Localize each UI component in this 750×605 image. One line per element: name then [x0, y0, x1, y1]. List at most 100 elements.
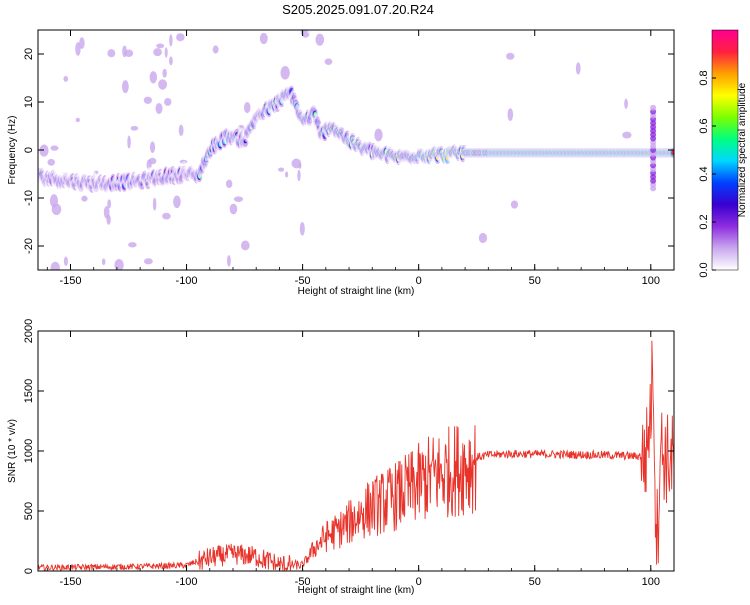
- spectrogram-noise-blob: [594, 119, 603, 132]
- spectrogram-noise-blob: [139, 219, 149, 227]
- spectrogram-y-tick-label: 20: [23, 48, 35, 60]
- spectrogram-noise-blob: [241, 240, 250, 251]
- spectrogram-noise-blob: [80, 222, 85, 235]
- spectrogram-noise-blob: [82, 156, 88, 169]
- spectrogram-noise-blob: [185, 247, 195, 255]
- spectrogram-noise-blob: [208, 80, 213, 90]
- spectrogram-noise-blob: [95, 235, 104, 247]
- spectrogram-noise-blob: [75, 42, 81, 56]
- spectrogram-noise-blob: [149, 71, 158, 84]
- spectrogram-noise-blob: [601, 267, 609, 270]
- spectrogram-noise-blob: [300, 70, 308, 84]
- spectrogram-x-tick-label: 0: [416, 275, 422, 287]
- spectrogram-noise-blob: [330, 41, 336, 56]
- spectrogram-noise-blob: [71, 244, 78, 257]
- spectrogram-noise-blob: [259, 32, 268, 45]
- snr-y-tick-label: 0: [23, 568, 35, 574]
- spectrogram-noise-blob: [175, 216, 184, 225]
- colorbar: 0.0 0.2 0.4 0.6 0.8 Normalized spectral ampl…: [698, 29, 748, 278]
- spectrogram-noise-blob: [153, 48, 162, 57]
- spectrogram-noise-blob: [156, 43, 165, 49]
- snr-x-tick-label: 0: [416, 576, 422, 588]
- spectrogram-noise-blob: [124, 49, 134, 57]
- spectrogram-x-tick-label: -50: [295, 275, 311, 287]
- spectrogram-noise-blob: [180, 40, 184, 53]
- snr-layer: [38, 340, 674, 571]
- spectrogram-noise-blob: [295, 84, 304, 95]
- spectrogram-noise-blob: [39, 144, 49, 157]
- spectrogram-noise-blob: [98, 33, 103, 44]
- spectrogram-noise-blob: [61, 232, 69, 237]
- spectrogram-noise-blob: [302, 249, 312, 254]
- spectrogram-noise-blob: [575, 62, 581, 75]
- spectrogram-noise-blob: [127, 135, 131, 149]
- spectrogram-noise-blob: [176, 33, 185, 42]
- snr-y-tick-label: 500: [23, 502, 35, 520]
- spectrogram-noise-blob: [212, 244, 217, 252]
- spectrogram-ridge-core: [671, 150, 674, 156]
- spectrogram-noise-blob: [49, 222, 54, 232]
- spectrogram-noise-blob: [121, 80, 129, 94]
- spectrogram-noise-blob: [63, 75, 69, 82]
- spectrogram-noise-blob: [622, 131, 632, 139]
- spectrogram-noise-blob: [197, 239, 208, 249]
- spectrogram-noise-blob: [143, 49, 151, 60]
- spectrogram-noise-blob: [202, 120, 212, 128]
- spectrogram-noise-blob: [251, 181, 261, 187]
- spectrogram-noise-blob: [110, 227, 117, 235]
- spectrogram-y-tick-label: 10: [23, 96, 35, 108]
- spectrogram-noise-blob: [79, 37, 85, 49]
- colorbar-gradient: [711, 29, 739, 271]
- spectrogram-noise-blob: [155, 103, 163, 114]
- spectrogram-y-tick-label: -10: [23, 190, 35, 206]
- spectrogram-noise-blob: [299, 222, 305, 236]
- spectrogram-noise-blob: [152, 197, 157, 211]
- snr-x-tick-label: -50: [295, 576, 311, 588]
- snr-y-tick-label: 2000: [23, 319, 35, 343]
- spectrogram-noise-blob: [187, 48, 198, 59]
- spectrogram-noise-blob: [405, 40, 409, 49]
- colorbar-tick-label: 0.8: [698, 70, 710, 85]
- spectrogram-noise-blob: [324, 58, 333, 65]
- snr-x-axis-title: Height of straight line (km): [298, 585, 415, 596]
- spectrogram-noise-blob: [162, 68, 167, 78]
- spectrogram-noise-blob: [107, 199, 112, 209]
- spectrogram-blobs: [38, 30, 674, 270]
- spectrogram-noise-blob: [50, 145, 59, 151]
- spectrogram-noise-blob: [233, 196, 244, 202]
- spectrogram-noise-blob: [226, 255, 231, 267]
- colorbar-tick-label: 0.2: [698, 214, 710, 229]
- snr-x-tick-label: 100: [642, 576, 660, 588]
- spectrogram-noise-blob: [65, 62, 73, 74]
- spectrogram-noise-blob: [144, 258, 153, 265]
- spectrogram-noise-blob: [501, 262, 505, 270]
- spectrogram-noise-blob: [278, 167, 285, 172]
- spectrogram-noise-blob: [262, 206, 267, 216]
- spectrogram-noise-blob: [294, 221, 299, 235]
- spectrogram-noise-blob: [50, 261, 60, 270]
- spectrogram-noise-blob: [373, 66, 382, 71]
- spectrogram-noise-blob: [73, 101, 80, 115]
- spectrogram-noise-blob: [121, 197, 126, 211]
- spectrogram-noise-blob: [71, 264, 80, 270]
- spectrogram-noise-blob: [47, 158, 56, 166]
- spectrogram-noise-blob: [622, 33, 630, 46]
- spectrogram-noise-blob: [243, 102, 251, 114]
- spectrogram-noise-blob: [307, 30, 317, 36]
- spectrogram-noise-blob: [87, 246, 95, 261]
- snr-y-axis-title: SNR (10 * v/v): [7, 419, 18, 483]
- spectrogram-noise-blob: [130, 125, 139, 131]
- spectrogram-noise-blob: [297, 169, 301, 182]
- spectrogram-noise-blob: [430, 206, 441, 217]
- spectrogram-noise-blob: [506, 52, 515, 60]
- spectrogram-noise-blob: [143, 96, 152, 104]
- spectrogram-x-tick-label: -100: [176, 275, 198, 287]
- spectrogram-noise-blob: [263, 246, 269, 261]
- spectrogram-noise-blob: [178, 124, 184, 136]
- spectrogram-noise-blob: [457, 216, 466, 226]
- spectrogram-noise-blob: [109, 247, 120, 254]
